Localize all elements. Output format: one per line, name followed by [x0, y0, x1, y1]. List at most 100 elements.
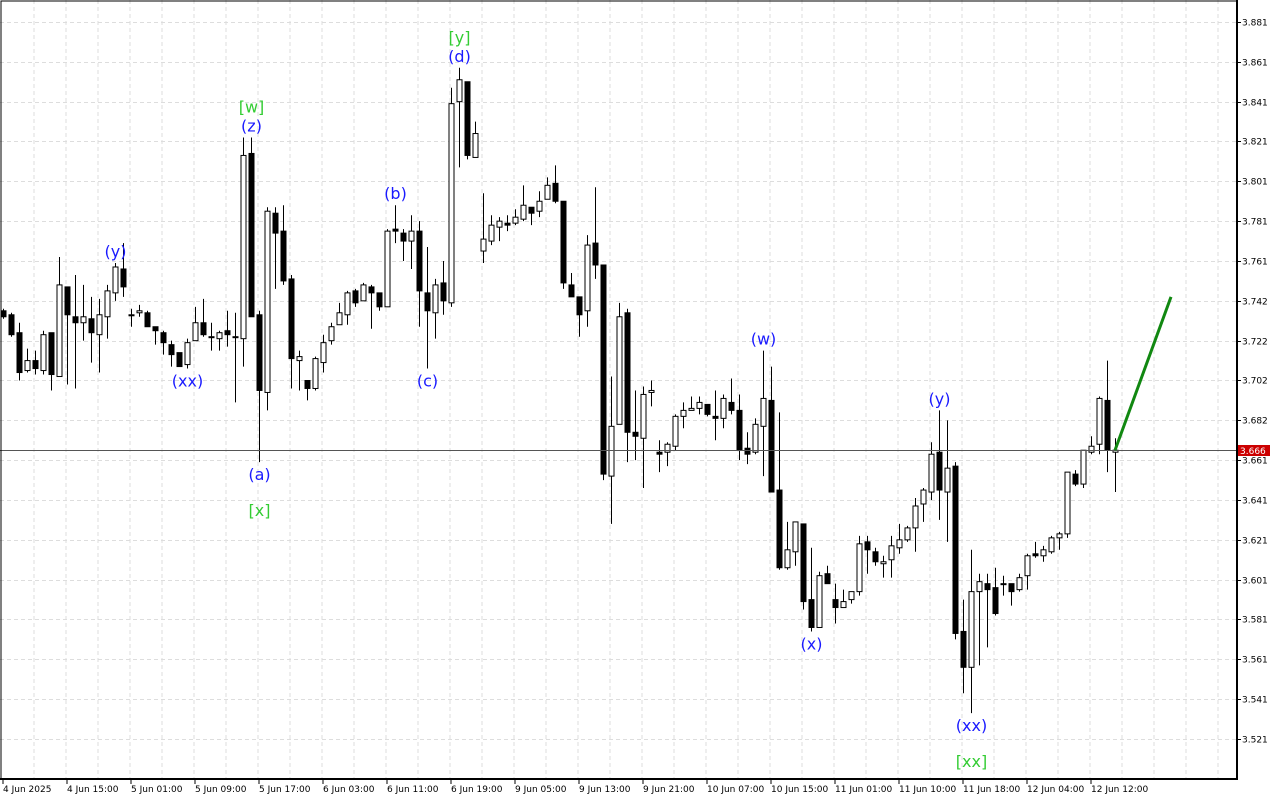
candle: [880, 555, 887, 578]
candle-body-bear: [656, 451, 663, 455]
candle: [472, 121, 479, 158]
candle: [456, 67, 463, 168]
candle-body-bull: [40, 334, 47, 372]
candle-body-bull: [432, 284, 439, 314]
candle-body-bull: [216, 332, 223, 340]
candle: [912, 498, 919, 552]
candle: [624, 308, 631, 463]
candle-body-bear: [152, 326, 159, 332]
candle: [488, 215, 495, 246]
candle: [280, 205, 287, 285]
wave-label: [y]: [449, 28, 471, 47]
candle-body-bull: [608, 425, 615, 477]
candle: [784, 521, 791, 570]
price-axis[interactable]: 3.881 3.861 3.841 3.821 3.801 3.781 3.761 3.742…: [1237, 19, 1268, 746]
candle-body-bear: [224, 330, 231, 336]
wave-label: [xx]: [956, 752, 987, 771]
candle-body-bear: [440, 282, 447, 302]
candle: [0, 308, 7, 319]
candle-body-bull: [752, 423, 759, 453]
candle: [968, 549, 975, 714]
candle-body-bull: [80, 316, 87, 324]
price-tick-label: 3.641: [1242, 497, 1268, 507]
candle-body-bull: [336, 312, 343, 326]
candle: [352, 288, 359, 307]
price-tick-label: 3.661: [1242, 457, 1268, 467]
candle-body-bull: [1000, 583, 1007, 586]
candle-body-bull: [232, 336, 239, 339]
candle-body-bull: [904, 527, 911, 541]
candle-body-bull: [1096, 397, 1103, 445]
candle: [376, 292, 383, 311]
candle: [936, 410, 943, 520]
candle: [752, 418, 759, 455]
candle-body-bear: [992, 587, 999, 615]
candle-body-bear: [400, 232, 407, 242]
candle-body-bull: [696, 401, 703, 409]
candle: [1064, 471, 1071, 538]
candle: [1016, 573, 1023, 592]
price-tick-label: 3.821: [1242, 138, 1268, 148]
price-tick-label: 3.601: [1242, 577, 1268, 587]
candle: [184, 338, 191, 369]
candle: [1024, 553, 1031, 590]
candle-body-bull: [112, 266, 119, 294]
candle-body-bull: [1080, 449, 1087, 485]
candle: [704, 403, 711, 417]
candle: [32, 350, 39, 375]
candle-body-bull: [312, 358, 319, 389]
candle-body-bull: [296, 356, 303, 362]
candle: [200, 298, 207, 337]
price-tick-label: 3.722: [1242, 338, 1268, 348]
candle-body-bull: [896, 539, 903, 549]
time-tick-label: 11 Jun 10:00: [899, 785, 956, 795]
candle-body-bear: [392, 228, 399, 232]
candle-body-bull: [320, 342, 327, 364]
candle: [904, 525, 911, 542]
candle: [1008, 583, 1015, 606]
candle-body-bear: [736, 409, 743, 451]
wave-label: (w): [751, 330, 777, 349]
candle-body-bull: [880, 561, 887, 565]
projection-line: [1113, 296, 1173, 451]
candle: [464, 81, 471, 160]
candle: [616, 302, 623, 425]
candle: [568, 272, 575, 298]
candle: [864, 535, 871, 574]
candle-body-bull: [328, 326, 335, 342]
candle-body-bear: [600, 264, 607, 475]
candle-body-bear: [872, 551, 879, 563]
candle-body-bull: [968, 591, 975, 668]
candle: [584, 235, 591, 327]
grid: [0, 0, 1237, 779]
time-axis[interactable]: 4 Jun 2025 4 Jun 15:00 5 Jun 01:00 5 Jun 09…: [2, 779, 1148, 795]
candle-body-bull: [648, 389, 655, 393]
candle: [976, 573, 983, 666]
candle-body-bear: [728, 401, 735, 411]
candle: [1048, 535, 1055, 554]
candle-body-bull: [184, 342, 191, 366]
candle: [256, 310, 263, 463]
candle: [800, 523, 807, 610]
candle-body-bear: [952, 465, 959, 634]
candle: [344, 290, 351, 325]
candle: [504, 215, 511, 232]
candle: [312, 356, 319, 391]
wave-label: (xx): [172, 372, 203, 391]
candle-body-bull: [912, 505, 919, 529]
candle-body-bull: [544, 184, 551, 200]
time-tick-label: 12 Jun 12:00: [1091, 785, 1148, 795]
candle: [688, 396, 695, 411]
candle-body-bear: [960, 630, 967, 668]
candle-body-bull: [208, 336, 215, 339]
price-tick-label: 3.781: [1242, 218, 1268, 228]
candle: [1080, 449, 1087, 489]
candle-body-bear: [48, 332, 55, 376]
time-tick-label: 6 Jun 03:00: [323, 785, 375, 795]
candle: [888, 535, 895, 578]
candle-body-bull: [816, 575, 823, 628]
candle-body-bull: [264, 210, 271, 393]
candle: [944, 420, 951, 542]
time-tick-label: 9 Jun 05:00: [515, 785, 567, 795]
